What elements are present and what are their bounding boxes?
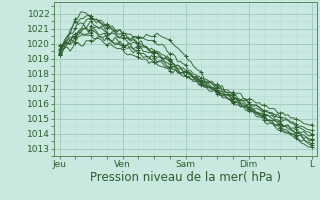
X-axis label: Pression niveau de la mer( hPa ): Pression niveau de la mer( hPa ): [90, 171, 281, 184]
